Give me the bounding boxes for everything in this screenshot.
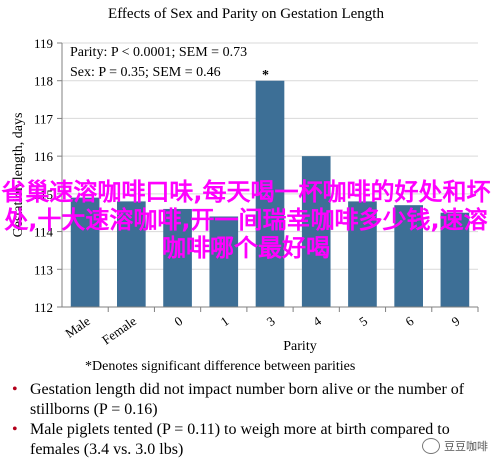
bar-female: [117, 201, 146, 307]
bullet-birthweight-text: Male piglets tented (P = 0.11) to weigh …: [30, 421, 450, 458]
y-axis-label: Gestation length, days: [11, 113, 26, 238]
bullet-list: • Gestation length did not impact number…: [10, 380, 490, 460]
chart: Effects of Sex and Parity on Gestation L…: [11, 6, 479, 374]
x-tick-label: 9: [449, 313, 463, 329]
y-tick-label: 118: [34, 74, 53, 89]
bullet-gestation: • Gestation length did not impact number…: [10, 380, 490, 420]
bullet-dot: •: [12, 421, 18, 438]
y-tick-label: 119: [34, 36, 53, 51]
bar-6: [394, 205, 423, 307]
watermark: 豆豆咖啡: [422, 438, 488, 454]
y-tick-label: 112: [34, 300, 53, 315]
watermark-text: 豆豆咖啡: [444, 440, 488, 453]
x-axis-label: Parity: [283, 339, 316, 354]
bullet-dot: •: [12, 381, 18, 398]
y-tick-label: 117: [34, 111, 54, 126]
bar-1: [209, 216, 239, 307]
chart-title: Effects of Sex and Parity on Gestation L…: [108, 6, 384, 22]
wechat-icon: [422, 438, 440, 454]
x-tick-label: 6: [402, 313, 416, 329]
x-tick-label: Female: [99, 313, 139, 347]
bullet-birthweight: • Male piglets tented (P = 0.11) to weig…: [10, 420, 490, 460]
x-tick-label: 0: [171, 313, 185, 329]
y-tick-label: 115: [34, 187, 53, 202]
bullet-gestation-text: Gestation length did not impact number b…: [30, 381, 465, 418]
x-tick-label: 4: [310, 313, 324, 329]
x-tick-label: 3: [264, 313, 278, 329]
x-tick-label: Male: [62, 313, 93, 341]
bar-5: [348, 201, 377, 307]
x-tick-label: 5: [356, 313, 370, 329]
y-tick-label: 116: [34, 149, 54, 164]
y-tick-label: 113: [34, 262, 53, 277]
y-tick-label: 114: [34, 225, 54, 240]
overlay-text: 省巢速溶咖啡口味,每天喝一杯咖啡的好处和坏处,十大速溶咖啡,开一间瑞幸咖啡多少钱…: [1, 178, 491, 262]
bar-3: [255, 80, 285, 307]
x-tick-label: 1: [218, 313, 232, 329]
bar-male: [70, 197, 100, 307]
bar-4: [301, 156, 331, 307]
bar-0: [163, 208, 192, 307]
footnote: *Denotes significant difference between …: [85, 359, 355, 374]
bar-9: [440, 212, 470, 307]
annotation-sex: Sex: P = 0.35; SEM = 0.46: [70, 65, 221, 80]
significance-star: *: [262, 68, 269, 83]
annotation-parity: Parity: P < 0.0001; SEM = 0.73: [70, 45, 247, 60]
